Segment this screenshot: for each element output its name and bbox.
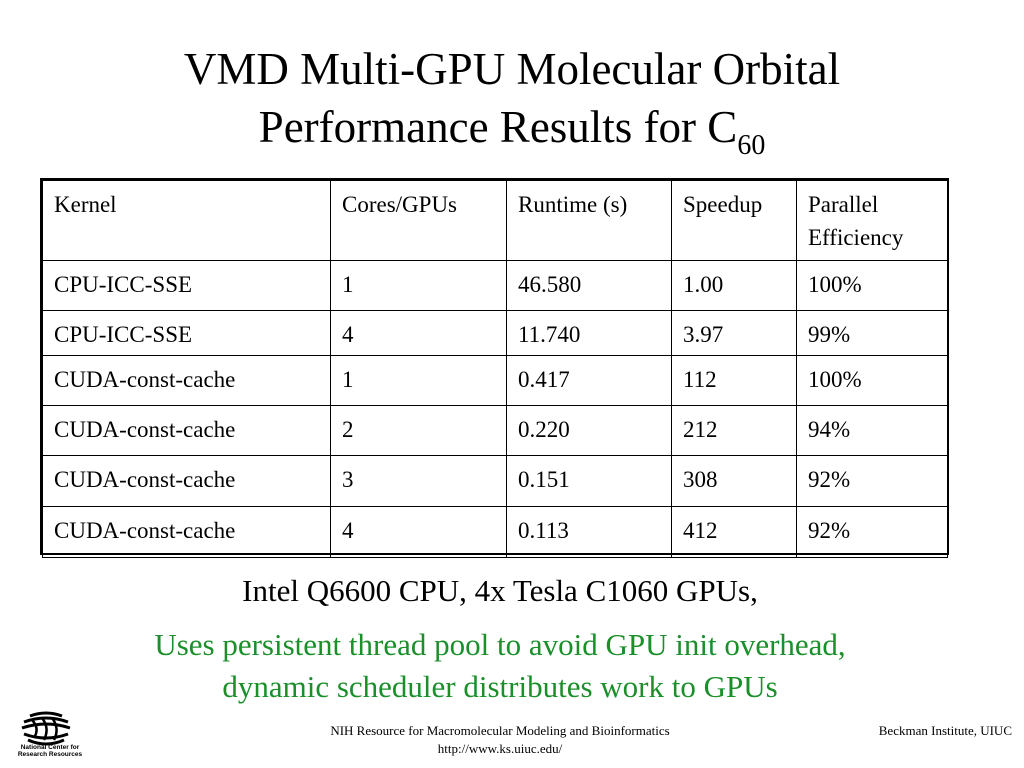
table-row: CUDA-const-cache 3 0.151 308 92%	[42, 455, 948, 507]
cell-cores-gpus: 1	[330, 260, 507, 311]
cell-speedup: 212	[671, 405, 797, 456]
header-runtime: Runtime (s)	[506, 180, 672, 261]
cell-efficiency: 92%	[796, 506, 948, 558]
cell-speedup: 308	[671, 455, 797, 507]
cell-efficiency: 94%	[796, 405, 948, 456]
table-row: CUDA-const-cache 4 0.113 412 92%	[42, 506, 948, 558]
cell-cores-gpus: 2	[330, 405, 507, 456]
cell-efficiency: 92%	[796, 455, 948, 507]
footer-institute: Beckman Institute, UIUC	[878, 723, 1012, 738]
table-row: CUDA-const-cache 2 0.220 212 94%	[42, 405, 948, 456]
cell-efficiency: 100%	[796, 260, 948, 311]
cell-cores-gpus: 3	[330, 455, 507, 507]
cell-kernel: CPU-ICC-SSE	[42, 260, 331, 311]
cell-runtime: 0.113	[506, 506, 672, 558]
ncrr-logo-icon	[21, 711, 71, 746]
table-row: CPU-ICC-SSE 4 11.740 3.97 99%	[42, 310, 948, 356]
cell-runtime: 0.151	[506, 455, 672, 507]
footer-url: http://www.ks.uiuc.edu/	[437, 741, 563, 756]
scheduler-note: Uses persistent thread pool to avoid GPU…	[0, 624, 1000, 708]
title-line-2: Performance Results for C60	[0, 98, 1024, 163]
footer-center: NIH Resource for Macromolecular Modeling…	[250, 722, 750, 758]
note-line-2: dynamic scheduler distributes work to GP…	[222, 669, 778, 704]
cell-efficiency: 99%	[796, 310, 948, 356]
cell-speedup: 3.97	[671, 310, 797, 356]
cell-speedup: 412	[671, 506, 797, 558]
cell-speedup: 1.00	[671, 260, 797, 311]
table-header-row: Kernel Cores/GPUs Runtime (s) Speedup Pa…	[42, 180, 948, 261]
logo-text-line-2: Research Resources	[17, 751, 83, 758]
header-parallel-efficiency: Parallel Efficiency	[796, 180, 948, 261]
performance-table: Kernel Cores/GPUs Runtime (s) Speedup Pa…	[40, 178, 949, 558]
cell-runtime: 46.580	[506, 260, 672, 311]
cell-cores-gpus: 1	[330, 355, 507, 406]
logo-text-line-1: National Center for	[20, 744, 80, 751]
cell-runtime: 11.740	[506, 310, 672, 356]
cell-kernel: CPU-ICC-SSE	[42, 310, 331, 356]
cell-kernel: CUDA-const-cache	[42, 455, 331, 507]
cell-speedup: 112	[671, 355, 797, 406]
slide-title: VMD Multi-GPU Molecular Orbital Performa…	[0, 40, 1024, 163]
cell-cores-gpus: 4	[330, 310, 507, 356]
cell-runtime: 0.417	[506, 355, 672, 406]
cell-kernel: CUDA-const-cache	[42, 405, 331, 456]
title-line-2-main: Performance Results for C	[258, 102, 738, 152]
ncrr-logo-text: National Center for Research Resources	[15, 744, 85, 758]
header-cores-gpus: Cores/GPUs	[330, 180, 507, 261]
cell-kernel: CUDA-const-cache	[42, 355, 331, 406]
note-line-1: Uses persistent thread pool to avoid GPU…	[154, 627, 846, 662]
header-kernel: Kernel	[42, 180, 331, 261]
footer-resource-name: NIH Resource for Macromolecular Modeling…	[330, 723, 670, 738]
cell-kernel: CUDA-const-cache	[42, 506, 331, 558]
cell-efficiency: 100%	[796, 355, 948, 406]
header-speedup: Speedup	[671, 180, 797, 261]
title-line-1: VMD Multi-GPU Molecular Orbital	[183, 44, 841, 94]
cell-runtime: 0.220	[506, 405, 672, 456]
title-subscript: 60	[737, 130, 766, 161]
cell-cores-gpus: 4	[330, 506, 507, 558]
table-row: CPU-ICC-SSE 1 46.580 1.00 100%	[42, 260, 948, 311]
table-row: CUDA-const-cache 1 0.417 112 100%	[42, 355, 948, 406]
hardware-caption: Intel Q6600 CPU, 4x Tesla C1060 GPUs,	[242, 573, 758, 608]
